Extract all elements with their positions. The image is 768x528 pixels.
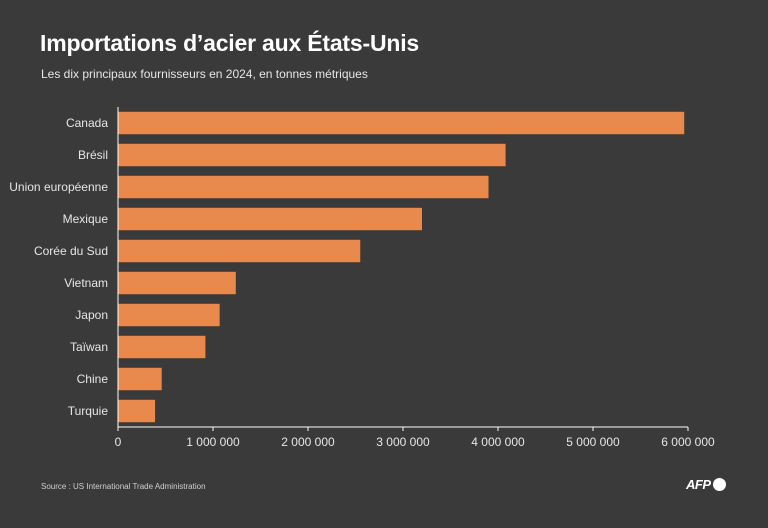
x-tick-label-3: 3 000 000 — [376, 435, 430, 449]
x-tick-label-0: 0 — [115, 435, 122, 449]
afp-logo: AFP — [686, 477, 726, 492]
x-tick-label-1: 1 000 000 — [186, 435, 240, 449]
category-label-5: Vietnam — [64, 276, 108, 290]
category-label-3: Mexique — [63, 212, 109, 226]
bar-4 — [118, 239, 361, 263]
category-label-4: Corée du Sud — [34, 244, 108, 258]
chart-subtitle: Les dix principaux fournisseurs en 2024,… — [41, 67, 368, 81]
category-label-6: Japon — [75, 308, 108, 322]
afp-logo-dot-icon — [712, 478, 726, 491]
category-label-8: Chine — [77, 372, 109, 386]
bar-1 — [118, 143, 506, 167]
bar-0 — [118, 111, 685, 135]
bar-6 — [118, 303, 220, 327]
bar-9 — [118, 399, 156, 423]
x-tick-label-2: 2 000 000 — [281, 435, 335, 449]
x-tick-label-4: 4 000 000 — [471, 435, 525, 449]
category-label-2: Union européenne — [9, 180, 108, 194]
x-tick-label-5: 5 000 000 — [566, 435, 620, 449]
category-label-0: Canada — [66, 116, 108, 130]
bar-7 — [118, 335, 206, 359]
bar-3 — [118, 207, 422, 231]
category-label-9: Turquie — [68, 404, 109, 418]
category-label-1: Brésil — [78, 148, 108, 162]
x-tick-label-6: 6 000 000 — [661, 435, 715, 449]
bar-2 — [118, 175, 489, 199]
chart-title: Importations d’acier aux États-Unis — [40, 30, 419, 56]
afp-logo-text: AFP — [686, 477, 711, 492]
category-label-7: Taïwan — [70, 340, 108, 354]
bar-8 — [118, 367, 162, 391]
bar-5 — [118, 271, 236, 295]
source-note: Source : US International Trade Administ… — [41, 482, 206, 491]
